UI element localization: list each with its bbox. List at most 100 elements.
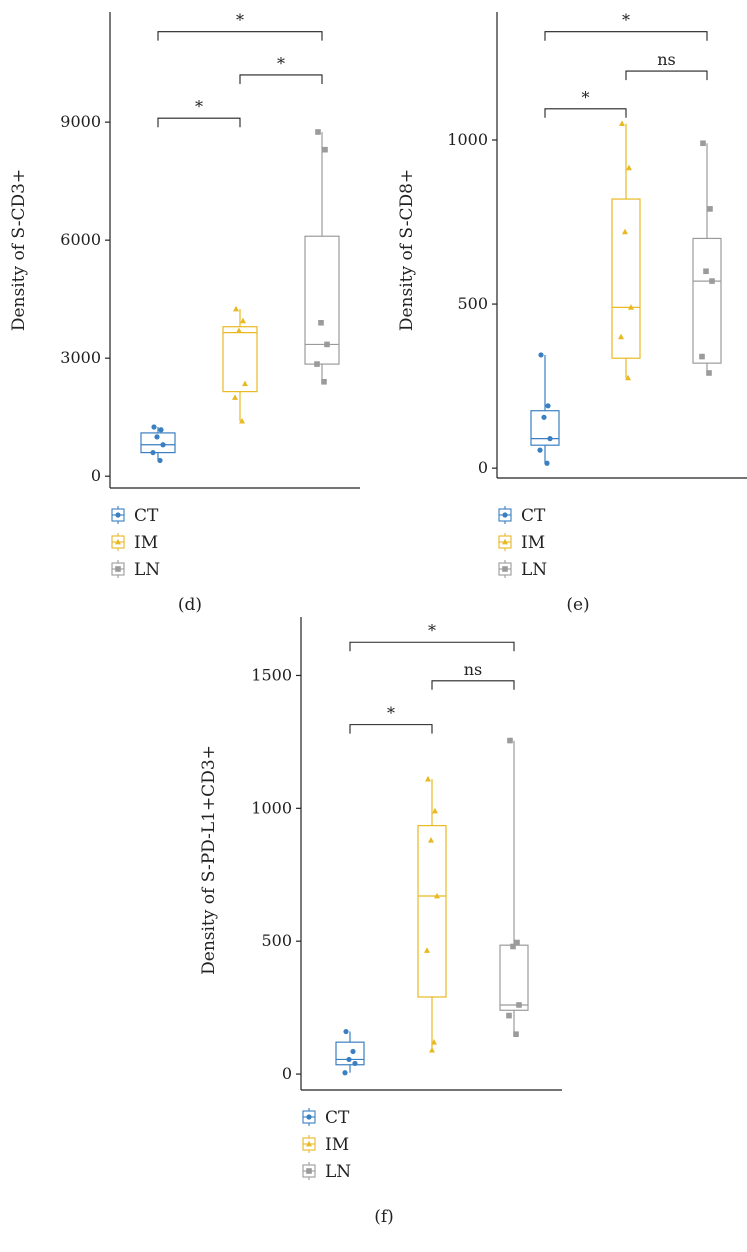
box-ln: [304, 235, 340, 365]
data-point: [240, 317, 246, 324]
data-point: [537, 447, 543, 453]
legend-label: CT: [325, 1108, 350, 1128]
data-point: [502, 566, 508, 572]
data-point: [510, 943, 516, 950]
y-axis-label: Density of S-CD3+: [9, 169, 29, 331]
box-im: [611, 198, 641, 359]
data-point: [322, 146, 328, 153]
data-point: [706, 370, 712, 376]
data-point: [628, 304, 634, 310]
legend-label: LN: [521, 560, 547, 580]
significance-label: ns: [657, 50, 676, 69]
significance-bracket: [349, 641, 515, 652]
data-point: [157, 457, 163, 464]
y-tick-label: 1000: [447, 130, 488, 149]
panel-f: Density of S-PD-L1+CD3+ 0 500 1000 1500 * ns *…: [199, 617, 562, 1227]
significance-bracket: [544, 108, 627, 118]
data-point: [306, 1168, 312, 1174]
legend-label: LN: [134, 560, 160, 580]
data-point: [547, 436, 553, 442]
legend-label: CT: [521, 506, 546, 526]
data-point: [506, 1012, 512, 1019]
data-point: [709, 278, 715, 284]
data-point: [425, 775, 431, 782]
data-point: [434, 892, 440, 899]
data-point: [343, 1028, 349, 1035]
data-point: [513, 1031, 519, 1037]
y-tick-label: 6000: [60, 230, 101, 249]
data-point: [151, 424, 157, 430]
data-point: [342, 1070, 348, 1076]
data-point: [233, 305, 239, 312]
panel-e: Density of S-CD8+ 0 500 1000 * ns * CT IM LN (e…: [397, 11, 747, 615]
box-ct: [530, 410, 560, 446]
data-point: [154, 434, 160, 440]
significance-label: ns: [464, 660, 483, 679]
data-point: [424, 947, 430, 953]
data-point: [544, 460, 550, 466]
data-point: [314, 361, 320, 367]
data-point: [699, 353, 705, 360]
legend: CT IM LN: [498, 506, 547, 580]
y-axis-label: Density of S-PD-L1+CD3+: [199, 745, 219, 975]
y-tick-label: 3000: [60, 348, 101, 367]
data-point: [232, 394, 238, 400]
significance-label: *: [582, 88, 590, 107]
data-point: [707, 206, 713, 212]
data-point: [619, 120, 625, 126]
data-point: [324, 341, 330, 348]
box-ct: [140, 432, 176, 454]
y-tick-label: 0: [478, 458, 488, 477]
data-point: [350, 1048, 356, 1055]
significance-bracket: [157, 117, 241, 128]
data-point: [352, 1060, 358, 1067]
box-ct: [335, 1041, 365, 1066]
significance-label: *: [277, 54, 285, 73]
y-tick-label: 1000: [251, 798, 292, 817]
data-point: [507, 737, 513, 744]
data-point: [239, 417, 245, 424]
legend: CT IM LN: [302, 1108, 351, 1182]
data-point: [538, 352, 544, 358]
data-point: [321, 378, 327, 385]
data-point: [626, 164, 632, 171]
data-point: [700, 140, 706, 147]
significance-bracket: [544, 31, 708, 41]
legend: CT IM LN: [111, 506, 160, 580]
significance-label: *: [387, 704, 395, 723]
data-point: [236, 327, 242, 334]
y-tick-label: 0: [282, 1064, 292, 1083]
data-point: [318, 319, 324, 326]
data-point: [502, 512, 508, 518]
data-point: [346, 1056, 352, 1063]
data-point: [516, 1002, 522, 1008]
data-point: [428, 837, 434, 843]
panel-d: Density of S-CD3+ 0 3000 6000 9000 * * * CT IM L…: [9, 11, 360, 615]
panel-label: (e): [566, 595, 589, 615]
data-point: [306, 1114, 312, 1120]
data-point: [545, 403, 551, 409]
panel-label: (d): [178, 595, 202, 615]
significance-label: *: [428, 621, 436, 640]
data-point: [541, 414, 547, 420]
data-point: [306, 1140, 312, 1147]
significance-bracket: [239, 74, 323, 84]
legend-label: IM: [521, 533, 545, 553]
panel-label: (f): [374, 1207, 394, 1227]
legend-label: IM: [134, 533, 158, 553]
significance-label: *: [195, 97, 203, 116]
data-point: [315, 129, 321, 135]
significance-bracket: [157, 31, 323, 41]
legend-label: CT: [134, 506, 159, 526]
box-ln: [499, 944, 529, 1011]
y-tick-label: 1500: [251, 665, 292, 684]
data-point: [618, 333, 624, 340]
data-point: [160, 442, 166, 448]
significance-bracket: [349, 724, 433, 734]
data-point: [502, 538, 508, 545]
y-axis-label: Density of S-CD8+: [397, 169, 417, 331]
data-point: [431, 1038, 437, 1045]
significance-bracket: [625, 70, 708, 81]
significance-bracket: [431, 680, 515, 690]
